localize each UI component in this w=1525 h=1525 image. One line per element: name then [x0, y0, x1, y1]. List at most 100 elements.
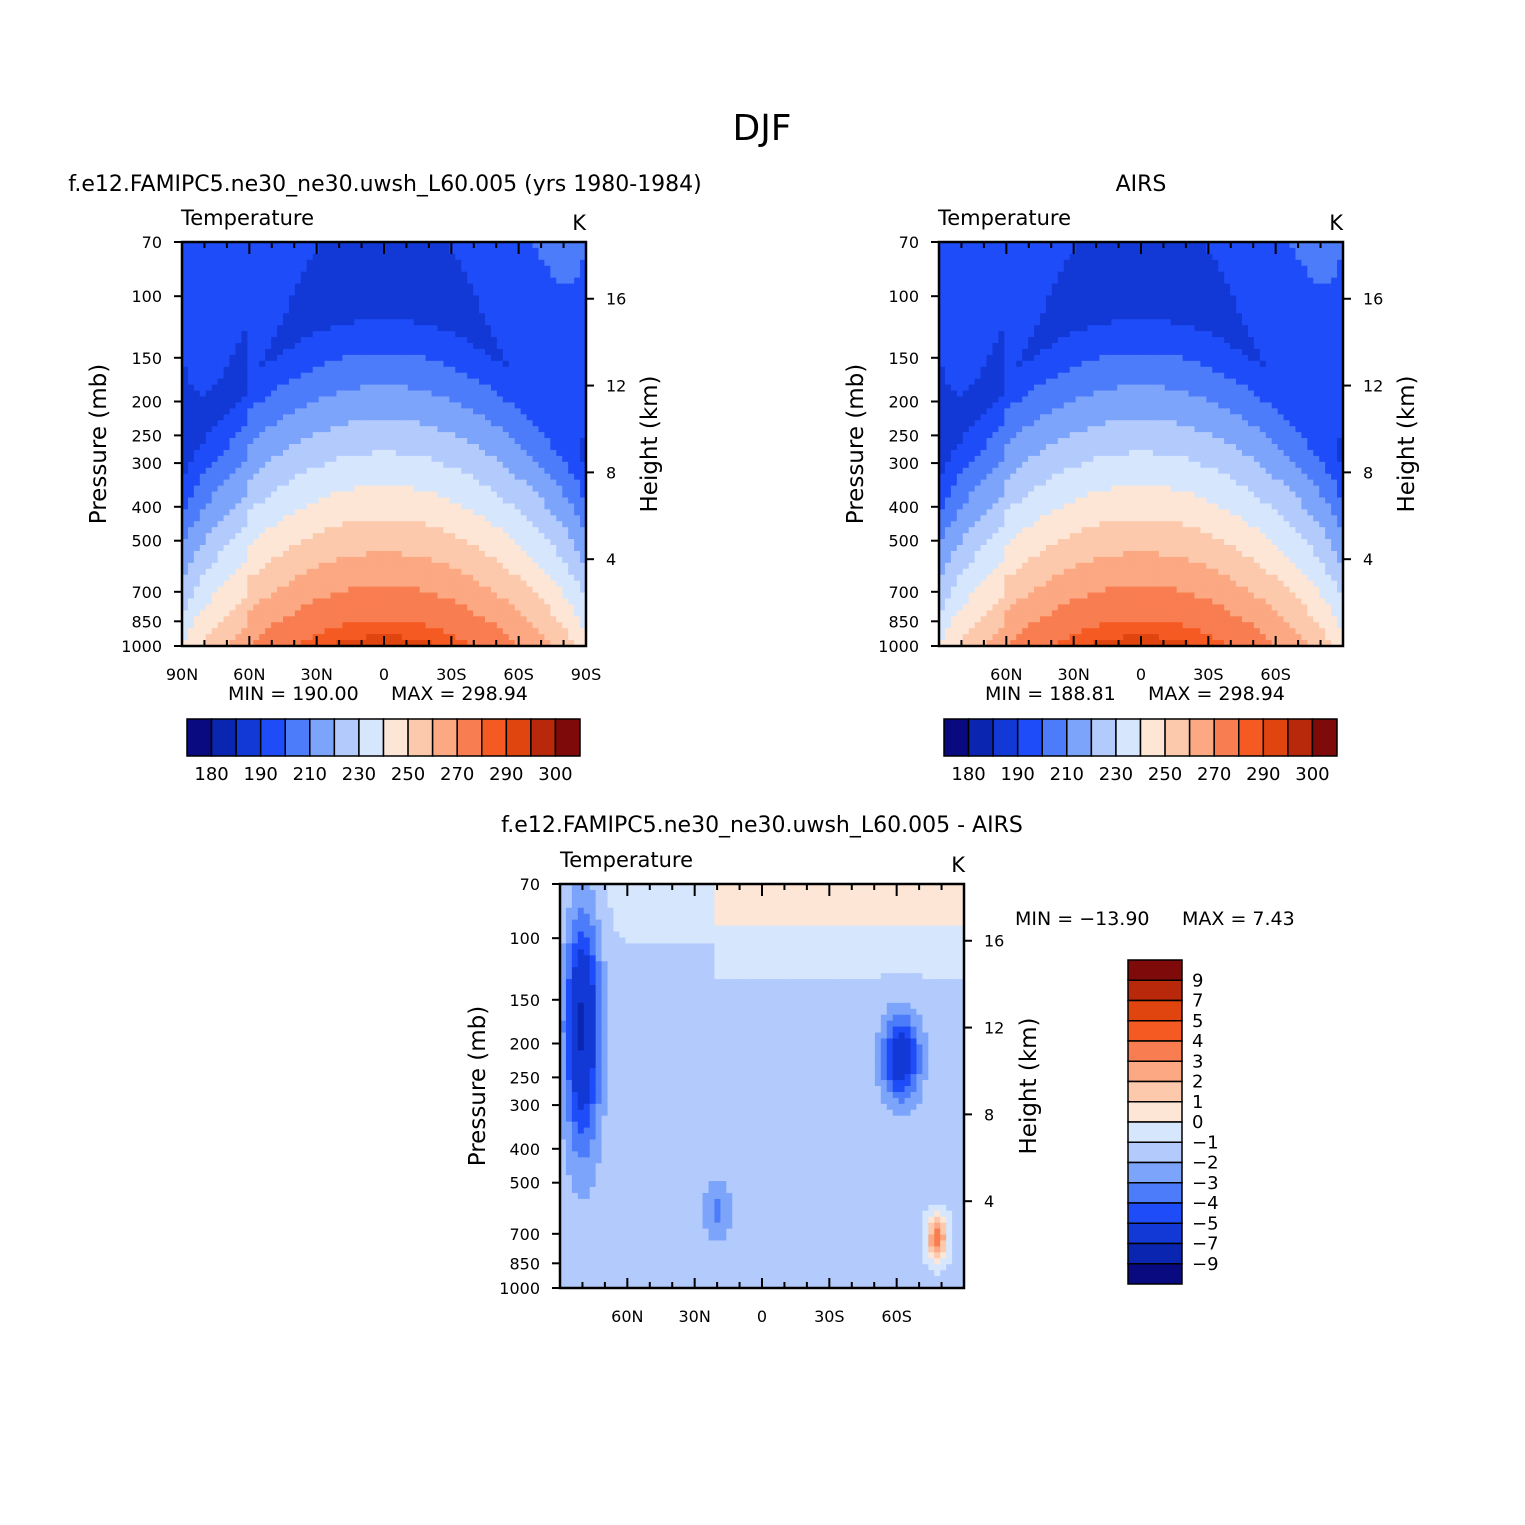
model-field-cell — [187, 438, 195, 445]
obs-field-cell — [956, 420, 964, 427]
obs-field-cell — [944, 360, 952, 368]
model-field-cell — [312, 556, 320, 564]
model-field-cell — [306, 271, 314, 279]
model-field-cell — [348, 521, 355, 528]
model-field-cell — [247, 337, 254, 344]
model-field-cell — [211, 242, 219, 249]
model-field-cell — [526, 420, 534, 427]
model-field-cell — [336, 449, 344, 457]
model-field-cell — [574, 283, 581, 291]
model-field-cell — [526, 331, 534, 338]
model-field-cell — [431, 247, 439, 255]
model-field-cell — [401, 527, 409, 534]
model-field-cell — [574, 319, 581, 326]
model-field-cell — [526, 491, 534, 499]
model-field-cell — [479, 313, 486, 320]
model-field-cell — [384, 253, 391, 261]
model-field-cell — [395, 580, 403, 588]
obs-field-cell — [956, 461, 964, 469]
model-field-cell — [514, 337, 522, 344]
model-field-cell — [467, 253, 474, 261]
model-field-cell — [199, 568, 207, 576]
model-field-cell — [229, 242, 237, 249]
model-field-cell — [360, 640, 367, 647]
model-field-cell — [300, 491, 308, 499]
model-field-cell — [485, 378, 492, 386]
model-field-cell — [199, 592, 207, 600]
model-field-cell — [413, 247, 421, 255]
model-field-cell — [425, 408, 433, 415]
model-field-cell — [580, 313, 587, 320]
model-field-cell — [271, 259, 278, 267]
model-field-cell — [437, 598, 445, 606]
model-y-tick-label: 250 — [131, 426, 162, 445]
obs-field-cell — [950, 295, 958, 303]
model-field-cell — [324, 414, 332, 421]
model-field-cell — [526, 568, 534, 576]
model-field-cell — [378, 509, 385, 516]
model-field-cell — [502, 414, 510, 421]
model-field-cell — [461, 372, 468, 380]
model-field-cell — [574, 515, 581, 522]
model-field-cell — [265, 634, 272, 641]
model-field-cell — [223, 598, 231, 606]
model-field-cell — [372, 354, 379, 362]
model-field-cell — [479, 289, 486, 297]
model-field-cell — [294, 539, 302, 546]
model-field-cell — [413, 628, 421, 635]
model-field-cell — [562, 331, 569, 338]
model-field-cell — [401, 277, 409, 285]
model-field-cell — [253, 556, 260, 564]
model-field-cell — [241, 545, 248, 552]
model-field-cell — [288, 331, 296, 338]
model-field-cell — [485, 444, 492, 451]
model-field-cell — [526, 586, 534, 594]
model-field-cell — [193, 574, 201, 582]
model-field-cell — [550, 408, 557, 415]
model-field-cell — [407, 622, 415, 629]
model-field-cell — [437, 420, 445, 427]
model-field-cell — [324, 461, 332, 469]
model-field-cell — [502, 580, 510, 588]
model-field-cell — [556, 325, 563, 332]
model-field-cell — [425, 586, 433, 594]
model-field-cell — [562, 545, 569, 552]
obs-field-cell — [944, 562, 952, 570]
model-field-cell — [199, 378, 207, 386]
obs-field-cell — [950, 420, 958, 427]
model-field-cell — [247, 586, 254, 594]
model-field-cell — [205, 485, 213, 493]
model-field-cell — [389, 242, 397, 249]
model-field-cell — [514, 271, 522, 279]
model-field-cell — [265, 521, 272, 528]
model-field-cell — [574, 491, 581, 499]
model-field-cell — [550, 634, 557, 641]
obs-field-cell — [950, 319, 958, 326]
model-field-cell — [318, 527, 326, 534]
obs-field-cell — [939, 378, 946, 386]
model-field-cell — [384, 444, 391, 451]
model-field-cell — [324, 438, 332, 445]
model-field-cell — [277, 640, 284, 647]
model-field-cell — [283, 366, 290, 374]
model-field-cell — [419, 467, 427, 475]
model-field-cell — [235, 628, 243, 635]
model-field-cell — [455, 402, 462, 409]
model-field-cell — [496, 253, 504, 261]
model-field-cell — [384, 337, 391, 344]
model-field-cell — [508, 592, 516, 600]
model-field-cell — [473, 283, 480, 291]
model-field-cell — [259, 568, 266, 576]
model-field-cell — [360, 467, 367, 475]
model-field-cell — [544, 521, 551, 528]
model-field-cell — [389, 408, 397, 415]
model-field-cell — [211, 402, 219, 409]
model-field-cell — [479, 402, 486, 409]
model-field-cell — [532, 289, 540, 297]
model-field-cell — [182, 390, 189, 398]
model-field-cell — [425, 545, 433, 552]
obs-field-cell — [944, 628, 952, 635]
model-field-cell — [580, 628, 587, 635]
model-field-cell — [532, 420, 540, 427]
model-field-cell — [354, 574, 361, 582]
